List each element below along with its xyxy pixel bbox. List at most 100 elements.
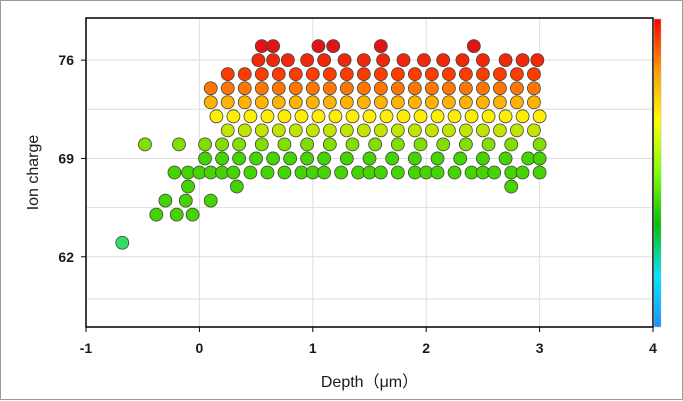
y-axis-title: Ion charge xyxy=(25,135,42,211)
data-point xyxy=(430,165,445,180)
data-point xyxy=(237,123,252,138)
data-point xyxy=(424,123,439,138)
data-point xyxy=(226,165,241,180)
data-point xyxy=(362,151,377,166)
data-point xyxy=(376,53,391,68)
data-point xyxy=(138,137,152,152)
data-point xyxy=(322,123,337,138)
data-point xyxy=(232,151,246,166)
data-point xyxy=(458,81,473,96)
data-point xyxy=(322,81,337,96)
data-point xyxy=(510,67,524,82)
y-tick-label: 62 xyxy=(58,249,74,265)
data-point xyxy=(305,81,320,96)
data-point xyxy=(215,137,229,152)
data-point xyxy=(339,123,354,138)
data-point xyxy=(458,123,473,138)
data-point xyxy=(390,67,405,82)
data-point xyxy=(527,67,541,82)
data-point xyxy=(254,81,269,96)
data-point xyxy=(271,81,286,96)
data-point xyxy=(356,95,371,110)
data-point xyxy=(466,39,481,53)
data-point xyxy=(396,53,411,68)
data-point xyxy=(510,95,524,110)
data-point xyxy=(251,53,266,68)
data-point xyxy=(424,81,439,96)
data-point xyxy=(266,151,281,166)
data-point xyxy=(413,109,428,124)
data-point xyxy=(356,53,371,68)
colorbar xyxy=(653,18,662,328)
data-point xyxy=(493,95,507,110)
data-point xyxy=(498,53,513,68)
data-point xyxy=(226,109,241,124)
data-point xyxy=(249,151,264,166)
data-point xyxy=(390,95,405,110)
data-point xyxy=(493,67,507,82)
data-point xyxy=(337,53,352,68)
data-point xyxy=(198,137,212,152)
data-point xyxy=(317,165,332,180)
data-point xyxy=(356,81,371,96)
data-point xyxy=(532,109,547,124)
data-point xyxy=(532,151,547,166)
data-point xyxy=(149,207,164,222)
data-point xyxy=(254,137,269,152)
data-point xyxy=(288,95,303,110)
data-point xyxy=(424,67,439,82)
data-point xyxy=(527,123,541,138)
x-axis-title: Depth（μm） xyxy=(321,373,418,391)
data-point xyxy=(339,95,354,110)
data-point xyxy=(198,151,212,166)
data-point xyxy=(532,137,547,152)
data-point xyxy=(493,81,507,96)
data-point xyxy=(300,151,315,166)
data-point xyxy=(271,123,286,138)
data-point xyxy=(396,109,411,124)
data-point xyxy=(390,165,405,180)
data-point xyxy=(277,109,292,124)
data-point xyxy=(322,137,337,152)
data-point xyxy=(254,123,269,138)
data-point xyxy=(277,137,292,152)
data-point xyxy=(373,81,388,96)
data-point xyxy=(254,95,269,110)
data-point xyxy=(266,53,281,68)
data-point xyxy=(232,137,246,152)
data-point xyxy=(203,81,218,96)
data-point xyxy=(254,67,269,82)
data-point xyxy=(475,53,490,68)
y-axis-ticks: 62 69 76 xyxy=(58,52,86,265)
data-point xyxy=(475,95,490,110)
data-point xyxy=(172,137,186,152)
data-point xyxy=(464,109,479,124)
data-point xyxy=(407,81,422,96)
data-point xyxy=(203,95,218,110)
data-point xyxy=(475,123,490,138)
data-points xyxy=(115,39,547,250)
y-tick-label: 76 xyxy=(58,52,74,68)
data-point xyxy=(271,95,286,110)
data-point xyxy=(300,53,315,68)
data-point xyxy=(181,179,195,194)
data-point xyxy=(515,165,530,180)
data-point xyxy=(413,137,428,152)
data-point xyxy=(260,109,275,124)
data-point xyxy=(407,95,422,110)
data-point xyxy=(362,109,377,124)
data-point xyxy=(407,123,422,138)
data-point xyxy=(317,151,332,166)
data-point xyxy=(498,151,513,166)
data-point xyxy=(283,151,298,166)
data-point xyxy=(288,123,303,138)
data-point xyxy=(527,81,541,96)
data-point xyxy=(215,151,229,166)
data-point xyxy=(322,95,337,110)
data-point xyxy=(504,137,519,152)
data-point xyxy=(280,53,295,68)
data-point xyxy=(441,123,456,138)
data-point xyxy=(458,137,473,152)
data-point xyxy=(169,207,184,222)
